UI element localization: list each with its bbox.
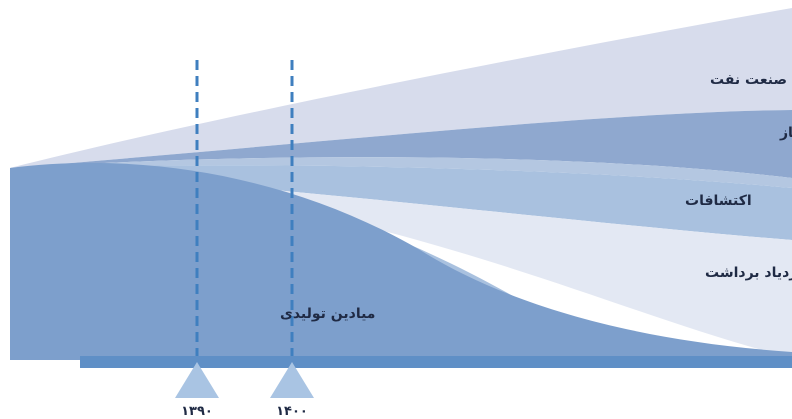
label-explorations: اکتشافات: [685, 193, 752, 209]
layer-producing-fields: [10, 162, 792, 360]
layer-oil-industry-support: [10, 8, 792, 168]
year-1390-label: ۱۳۹۰: [181, 404, 213, 419]
layer-explorations: [10, 165, 792, 240]
year-1400-label: ۱۴۰۰: [276, 404, 308, 419]
year-1400-marker: [270, 362, 314, 398]
layer-enhanced-recovery-light: [10, 168, 792, 358]
year-1390-marker: [175, 362, 219, 398]
layer-gas-added-value: [10, 110, 792, 178]
timeline-baseline: [80, 356, 792, 368]
label-producing-fields: میادین تولیدی: [280, 306, 375, 322]
layer-transition-band: [10, 157, 792, 188]
label-gas-added-value: مقدار افزوده بواسطه گاز: [779, 124, 792, 141]
label-enhanced-recovery: ازدیاد برداشت: [705, 265, 792, 281]
label-oil-industry-support: پشتیبانی صنعت نفت: [710, 72, 792, 88]
